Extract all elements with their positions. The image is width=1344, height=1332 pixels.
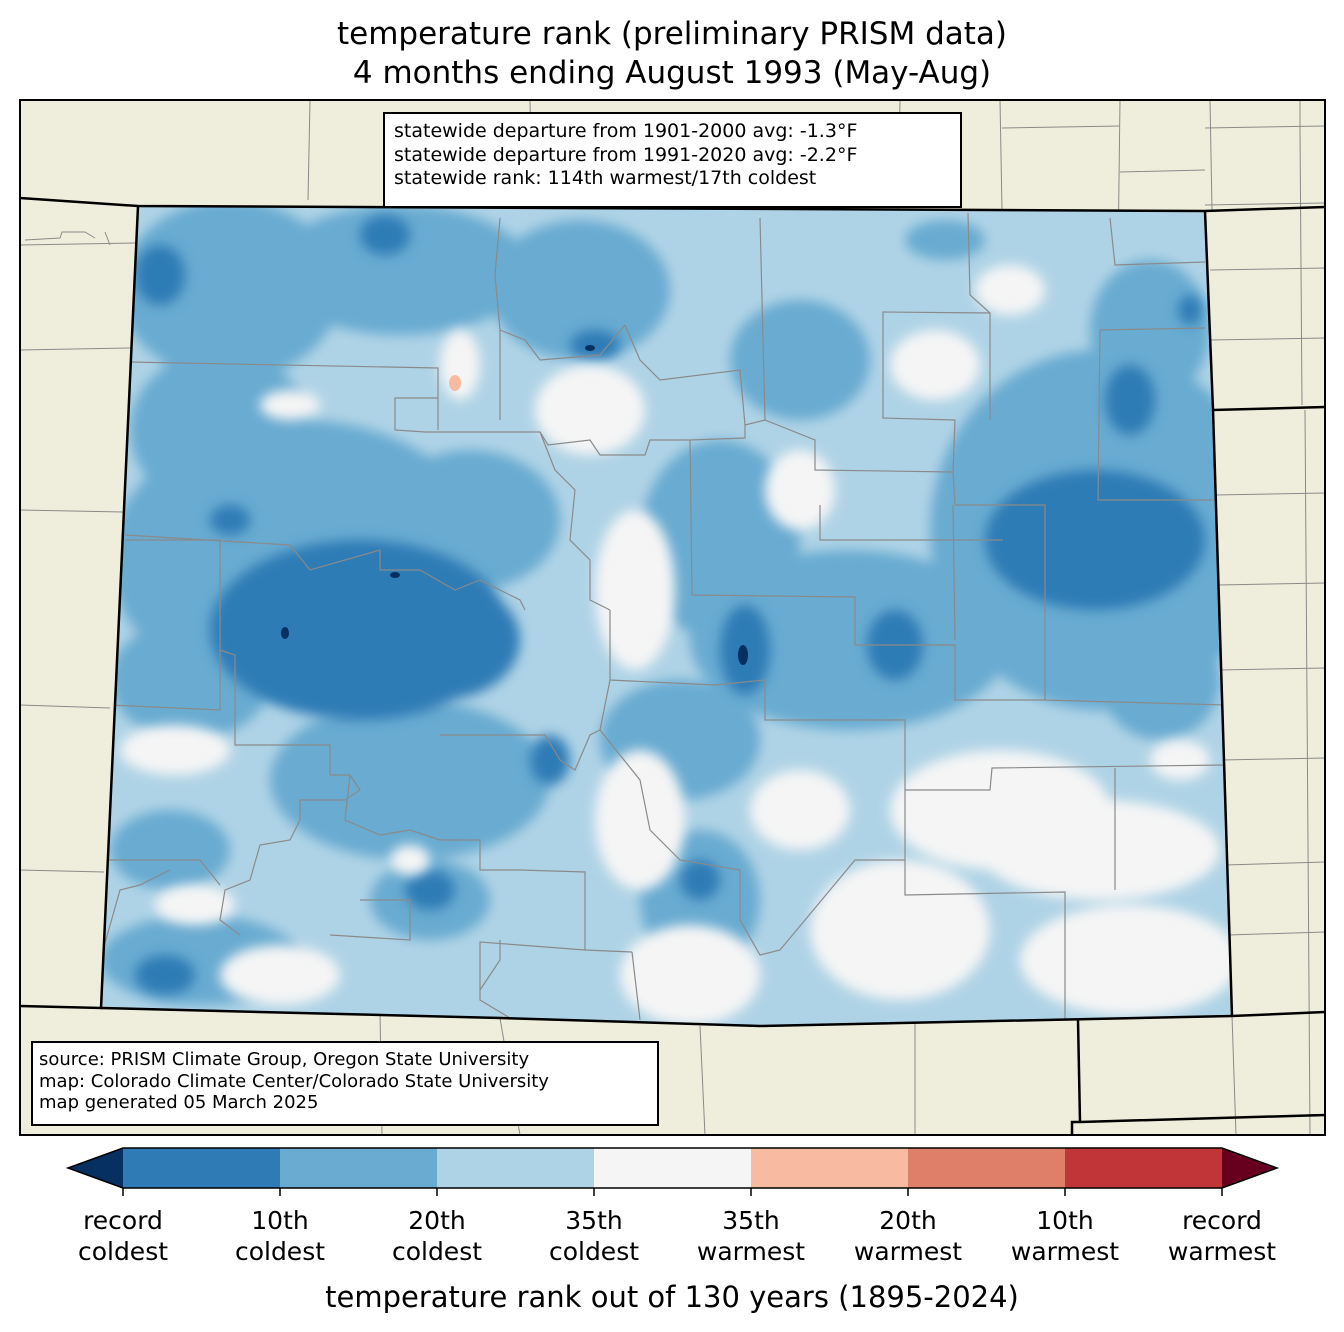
colorado-rank-field	[101, 206, 1232, 1026]
colorbar-bin	[280, 1148, 438, 1188]
map-title-line-2: 4 months ending August 1993 (May-Aug)	[352, 55, 992, 91]
colorbar-bin	[123, 1148, 281, 1188]
state-borders	[20, 196, 1325, 1135]
credit-generated: map generated 05 March 2025	[39, 1092, 319, 1113]
credits-box: source: PRISM Climate Group, Oregon Stat…	[31, 1041, 659, 1126]
credit-map: map: Colorado Climate Center/Colorado St…	[39, 1070, 549, 1092]
colorbar-tick-label: 35th warmest	[696, 1206, 806, 1266]
stats-departure-1901-2000: statewide departure from 1901-2000 avg: …	[394, 120, 858, 142]
colorbar-bin	[594, 1148, 752, 1188]
stats-departure-1991-2020: statewide departure from 1991-2020 avg: …	[394, 143, 858, 166]
colorbar-bin	[437, 1148, 595, 1188]
colorbar-axis-label: temperature rank out of 130 years (1895-…	[325, 1280, 1019, 1314]
colorbar-tick-label: record coldest	[77, 1206, 169, 1266]
stats-rank: statewide rank: 114th warmest/17th colde…	[394, 167, 817, 189]
colorbar	[65, 1147, 1280, 1196]
colorbar-extend-high	[1222, 1148, 1277, 1188]
map-title-line-1: temperature rank (preliminary PRISM data…	[336, 16, 1007, 52]
colorbar-tick-label: 10th warmest	[1010, 1206, 1120, 1266]
colorbar-tick-label: record warmest	[1167, 1206, 1277, 1266]
colorbar-tick-label: 35th coldest	[548, 1206, 640, 1266]
colorado-county-lines	[102, 212, 1226, 1021]
colorbar-tick-label: 20th warmest	[853, 1206, 963, 1266]
colorbar-bin	[751, 1148, 909, 1188]
colorbar-bin	[908, 1148, 1066, 1188]
colorbar-tick-label: 20th coldest	[391, 1206, 483, 1266]
credit-source: source: PRISM Climate Group, Oregon Stat…	[39, 1049, 530, 1070]
colorbar-bin	[1065, 1148, 1223, 1188]
statewide-stats-box: statewide departure from 1901-2000 avg: …	[383, 112, 962, 208]
map-frame	[19, 99, 1326, 1136]
colorbar-tick-label: 10th coldest	[234, 1206, 326, 1266]
colorbar-extend-low	[68, 1148, 123, 1188]
